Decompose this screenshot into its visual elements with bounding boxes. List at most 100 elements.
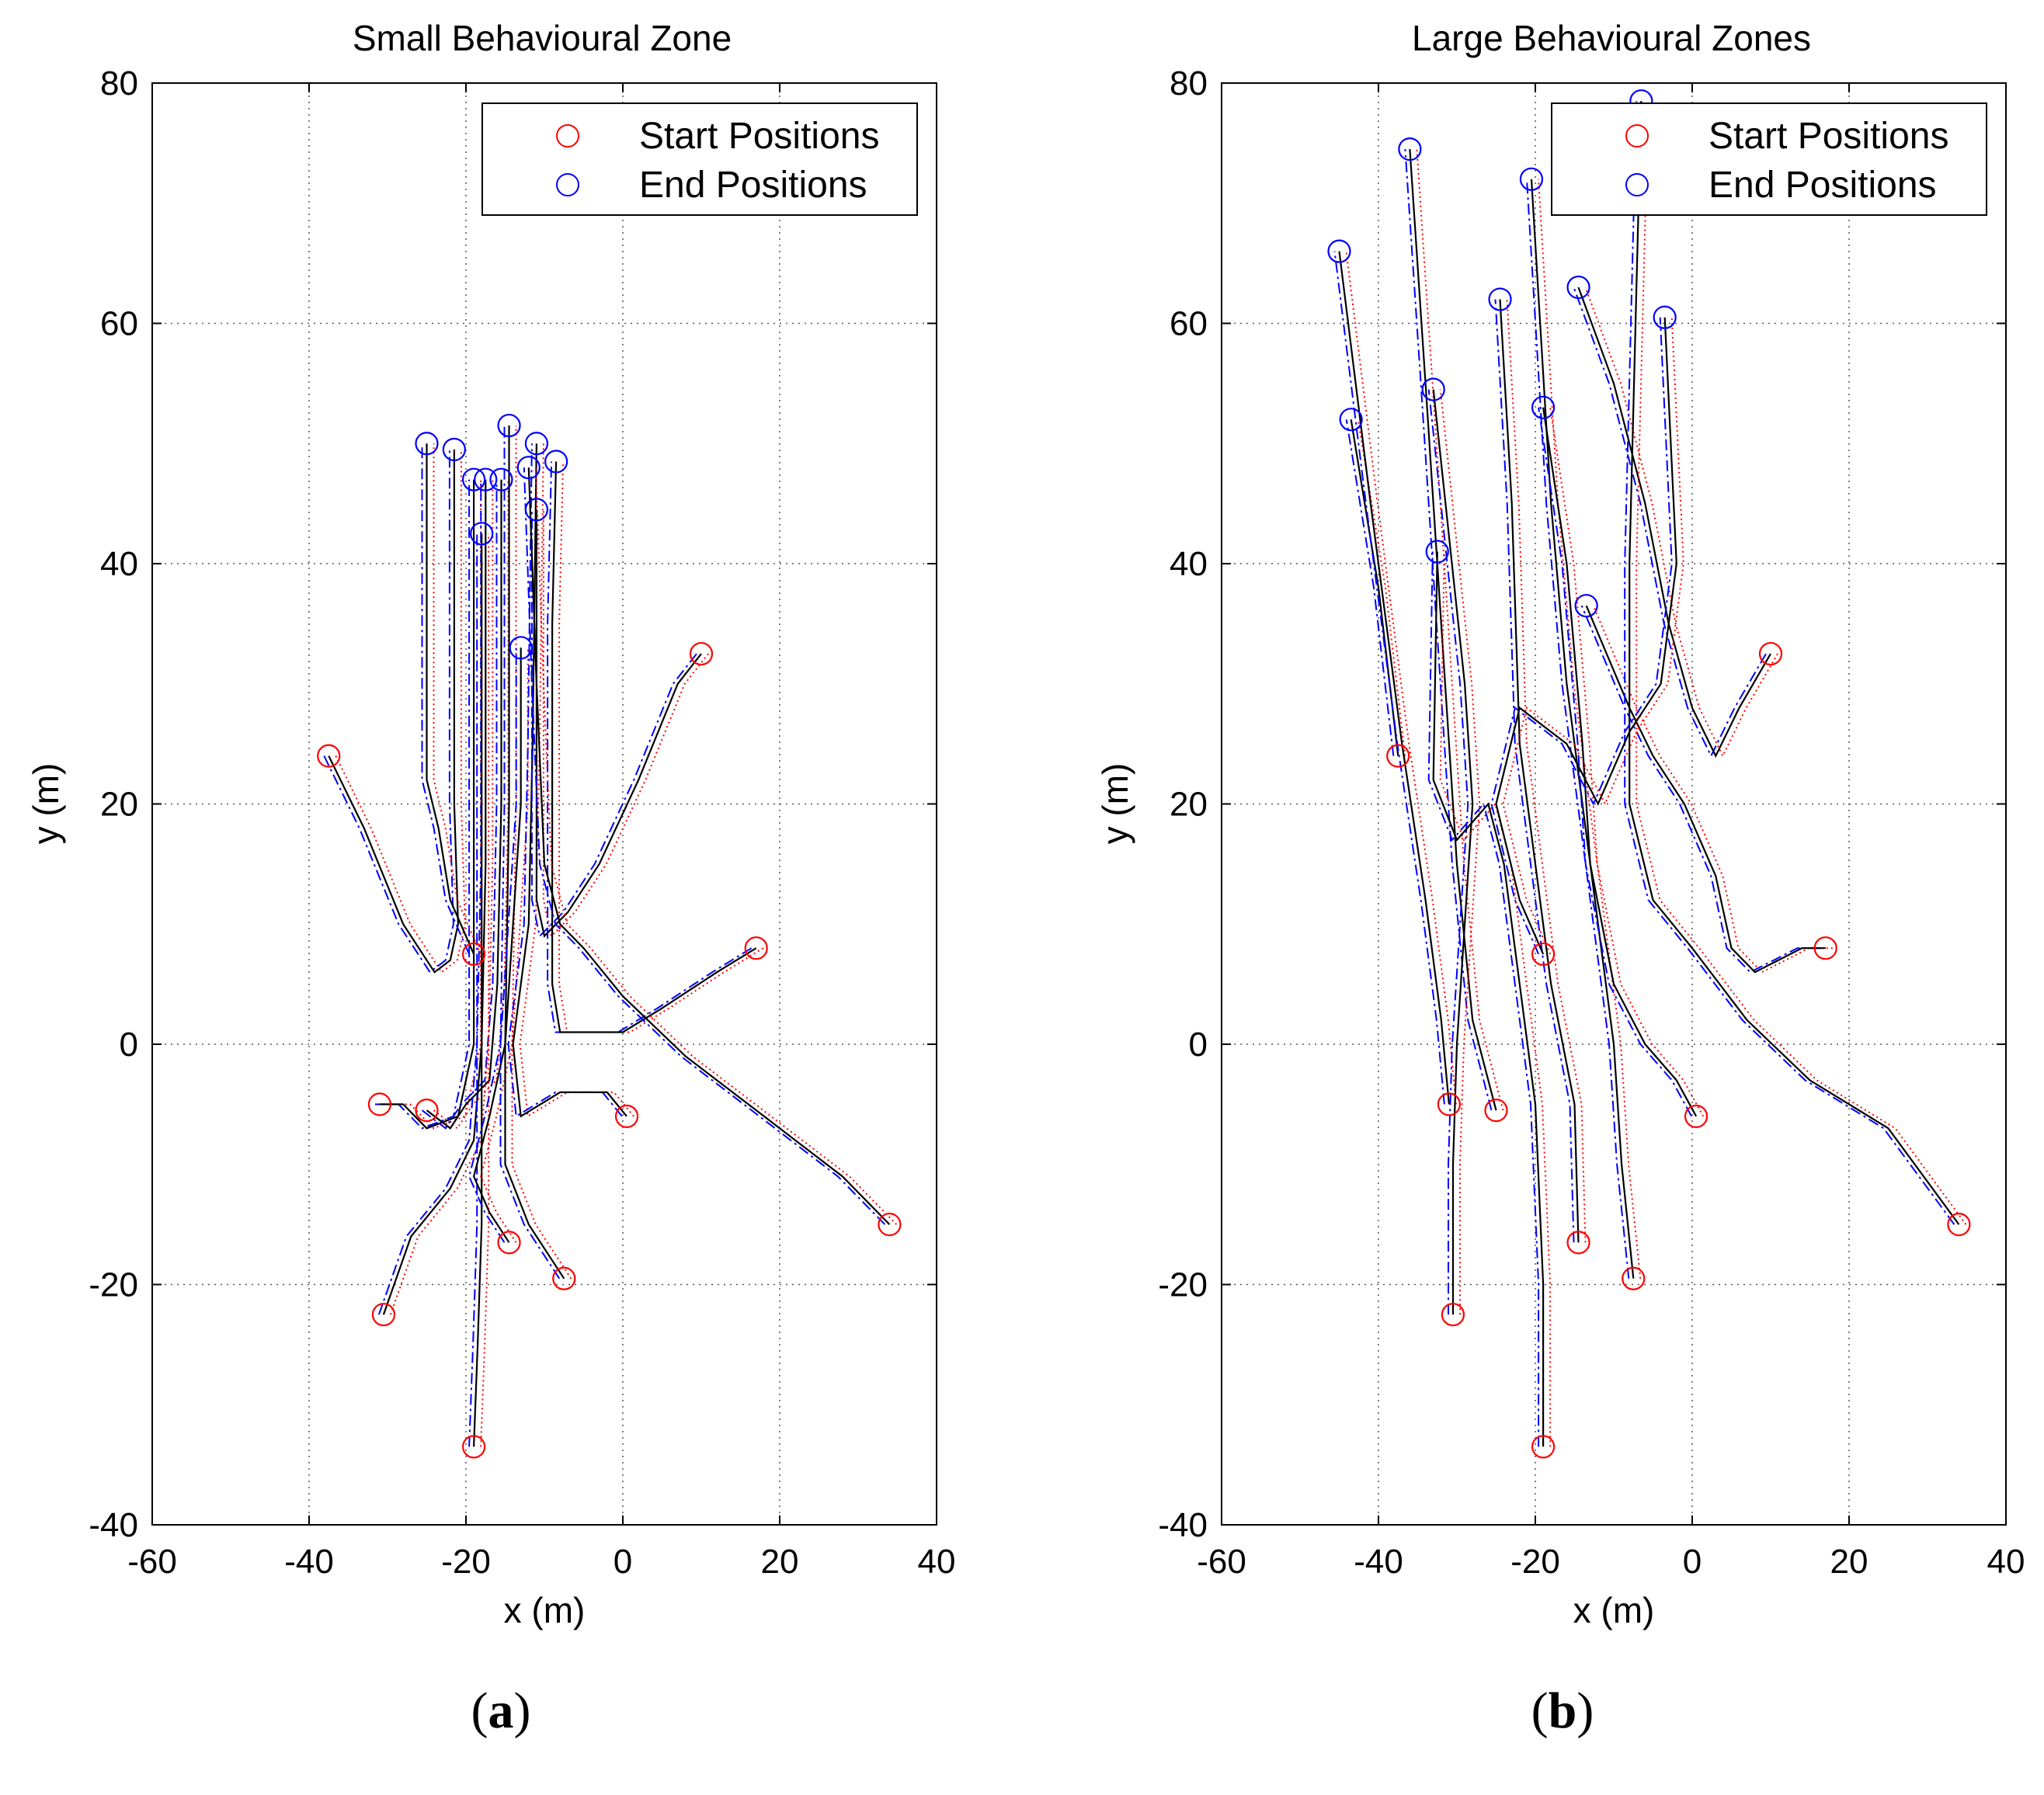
end-position-marker — [442, 437, 466, 462]
panel-b-legend-end-marker — [1625, 173, 1649, 196]
x-tick-label: 0 — [1683, 1543, 1702, 1581]
trajectory-blue-dashdot — [421, 443, 471, 955]
panel-b-legend-start-marker — [1625, 124, 1649, 148]
panel-b-large-behavioural-zones: Large Behavioural Zones -60 -40 -20 0 20 40-4… — [1095, 18, 2025, 1739]
trajectory-black-solid — [472, 425, 510, 1243]
trajectory-red-dotted — [511, 648, 572, 1279]
x-tick-label: -60 — [127, 1543, 177, 1581]
start-position-marker — [1622, 1266, 1646, 1290]
x-tick-label: -40 — [1354, 1543, 1403, 1581]
trajectory-blue-dashdot — [374, 479, 471, 1130]
trajectory-blue-dashdot — [421, 479, 498, 1130]
y-tick-label: 60 — [1170, 305, 1208, 343]
trajectory-red-dotted — [1439, 551, 1552, 1447]
trajectory-blue-dashdot — [1490, 317, 1673, 955]
trajectory-blue-dashdot — [1333, 251, 1445, 1105]
panel-a-legend: Start Positions End Positions — [481, 102, 918, 216]
panel-b-y-axis-label: y (m) — [1095, 763, 1135, 845]
start-position-marker — [744, 936, 768, 960]
end-position-marker — [461, 467, 486, 491]
trajectory-black-solid — [1432, 389, 1474, 1315]
x-tick-label: -20 — [1510, 1543, 1560, 1581]
start-position-marker — [415, 1099, 439, 1123]
trajectory-blue-dashdot — [1427, 389, 1469, 1315]
end-position-marker — [497, 413, 521, 438]
end-position-marker — [1327, 239, 1351, 263]
x-tick-label: -60 — [1197, 1543, 1246, 1581]
y-tick-label: 0 — [120, 1026, 138, 1064]
start-position-marker — [614, 1104, 639, 1128]
start-position-marker — [689, 641, 714, 666]
end-position-marker — [1531, 395, 1556, 419]
start-position-marker — [1531, 942, 1556, 967]
panel-a-trajectories — [323, 425, 898, 1447]
trajectory-blue-dashdot — [1526, 179, 1630, 1279]
trajectory-black-solid — [1542, 407, 1698, 1117]
trajectory-red-dotted — [534, 467, 898, 1225]
end-position-marker — [1339, 408, 1363, 432]
end-position-marker — [474, 467, 498, 491]
trajectory-black-solid — [1338, 251, 1450, 1105]
start-position-marker — [1813, 936, 1837, 960]
panel-b-trajectories — [1333, 101, 1967, 1447]
start-position-marker — [1566, 1231, 1590, 1255]
y-tick-label: 0 — [1189, 1026, 1208, 1064]
trajectory-red-dotted — [542, 509, 709, 938]
trajectory-blue-dashdot — [377, 479, 482, 1315]
trajectory-black-solid — [1629, 101, 1960, 1225]
end-position-marker — [415, 432, 439, 456]
trajectory-blue-dashdot — [1427, 551, 1540, 1447]
trajectory-black-solid — [1495, 317, 1677, 955]
trajectory-red-dotted — [335, 450, 466, 974]
trajectory-red-dotted — [1584, 286, 1778, 758]
end-position-marker — [1519, 167, 1544, 191]
trajectory-black-solid — [1585, 605, 1826, 974]
trajectory-red-dotted — [1345, 251, 1457, 1105]
end-position-marker — [524, 432, 549, 456]
trajectory-black-solid — [382, 479, 487, 1315]
trajectory-black-solid — [1577, 286, 1771, 759]
panel-a-legend-end-marker — [556, 173, 579, 196]
panel-a-gridlines — [152, 83, 937, 1525]
trajectory-red-dotted — [1357, 419, 1406, 756]
panel-a-legend-start-label: Start Positions — [639, 116, 879, 157]
panel-a-label-letter: a — [488, 1682, 514, 1739]
y-tick-label: -20 — [1158, 1266, 1208, 1304]
start-position-marker — [878, 1213, 902, 1237]
trajectory-black-solid — [426, 479, 502, 1130]
trajectory-red-dotted — [433, 479, 509, 1130]
trajectory-red-dotted — [386, 479, 482, 1130]
x-tick-label: 0 — [614, 1543, 632, 1581]
start-position-marker — [497, 1231, 521, 1255]
start-position-marker — [1684, 1104, 1709, 1128]
panel-a-markers — [317, 413, 902, 1459]
trajectory-blue-dashdot — [1404, 149, 1493, 1111]
panel-a-legend-start-marker — [556, 124, 579, 148]
trajectory-black-solid — [473, 533, 483, 1447]
panel-b-legend-start-label: Start Positions — [1709, 116, 1948, 157]
end-position-marker — [1398, 137, 1422, 161]
trajectory-black-solid — [527, 467, 891, 1225]
trajectory-black-solid — [535, 509, 702, 938]
panel-b-title: Large Behavioural Zones — [1412, 18, 1811, 58]
panel-b-markers — [1327, 89, 1971, 1459]
panel-b-legend-box — [1551, 102, 1987, 216]
y-tick-label: 60 — [100, 305, 138, 343]
panel-a-legend-end-label: End Positions — [639, 165, 867, 206]
end-position-marker — [470, 522, 494, 546]
start-position-marker — [461, 1435, 486, 1459]
panel-a-x-axis-label: x (m) — [504, 1590, 586, 1630]
trajectory-black-solid — [1409, 149, 1497, 1111]
y-tick-label: -40 — [1158, 1506, 1208, 1544]
trajectory-blue-dashdot — [507, 443, 623, 1118]
trajectory-red-dotted — [1502, 317, 1684, 955]
start-position-marker — [367, 1092, 391, 1116]
trajectory-blue-dashdot — [468, 533, 478, 1447]
start-position-marker — [1441, 1303, 1465, 1327]
x-tick-label: 20 — [1830, 1543, 1868, 1581]
trajectory-black-solid — [1499, 299, 1580, 1243]
x-tick-label: -20 — [441, 1543, 491, 1581]
start-position-marker — [317, 744, 341, 768]
